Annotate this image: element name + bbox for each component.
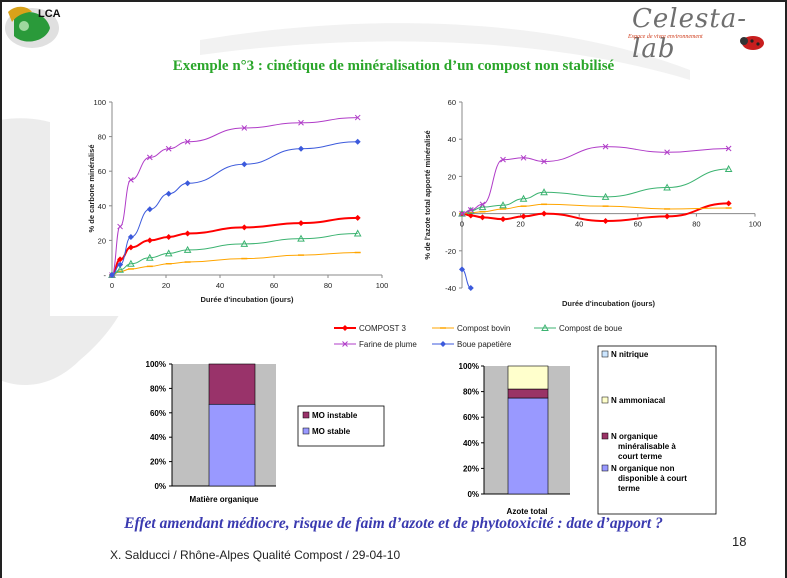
y-tick-label: 20 bbox=[448, 172, 456, 181]
x-tick-label: 100 bbox=[749, 220, 762, 229]
slide-border-left bbox=[0, 0, 2, 578]
x-tick-label: 40 bbox=[216, 281, 224, 290]
slide-title: Exemple n°3 : cinétique de minéralisatio… bbox=[0, 58, 787, 75]
legend-swatch bbox=[303, 412, 309, 418]
chart-azote-total: 0% 20% 40% 60% 80% 100% Azote total N nitrique N… bbox=[440, 342, 720, 520]
brand-tagline: Espace de vivre environnement bbox=[628, 34, 703, 40]
chart-carbone-mineralise: - 20 40 60 80 100 0 20 40 60 80 100 Durée d'incubati… bbox=[50, 90, 398, 316]
y-tick-label: 40% bbox=[463, 439, 479, 448]
y-axis-label: % de carbone minéralisé bbox=[87, 145, 96, 233]
x-tick-label: 20 bbox=[162, 281, 170, 290]
x-tick-label: 80 bbox=[692, 220, 700, 229]
y-tick-label: 0% bbox=[154, 482, 166, 491]
x-tick-label: 60 bbox=[634, 220, 642, 229]
y-tick-label: -20 bbox=[445, 247, 456, 256]
chart-azote-mineralise: -40 -20 0 20 40 60 0 20 40 60 80 100 Durée d'incubat… bbox=[410, 90, 782, 316]
category-label: Matière organique bbox=[190, 495, 259, 504]
legend-label: Compost de boue bbox=[559, 324, 623, 333]
stacked-bar-segment bbox=[209, 404, 255, 486]
logo-text: LCA bbox=[38, 8, 61, 20]
y-tick-label: 20% bbox=[463, 464, 479, 473]
x-tick-label: 20 bbox=[516, 220, 524, 229]
conclusion-caption: Effet amendant médiocre, risque de faim … bbox=[0, 515, 787, 533]
x-tick-label: 100 bbox=[376, 281, 389, 290]
y-tick-label: 60% bbox=[463, 413, 479, 422]
y-tick-label: 100% bbox=[146, 360, 166, 369]
legend-swatch bbox=[602, 397, 608, 403]
legend-marker bbox=[342, 325, 348, 331]
x-tick-label: 60 bbox=[270, 281, 278, 290]
y-tick-label: 20 bbox=[98, 236, 106, 245]
y-tick-label: 80% bbox=[150, 384, 166, 393]
legend-swatch bbox=[303, 428, 309, 434]
x-tick-label: 40 bbox=[575, 220, 583, 229]
legend-swatch bbox=[602, 433, 608, 439]
y-tick-label: 40% bbox=[150, 433, 166, 442]
y-tick-label: 100% bbox=[459, 362, 479, 371]
legend-label: COMPOST 3 bbox=[359, 324, 407, 333]
y-axis-label: % de l'azote total apporté minéralisé bbox=[423, 130, 432, 259]
y-tick-label: 0 bbox=[452, 210, 456, 219]
y-tick-label: 40 bbox=[448, 135, 456, 144]
y-tick-label: 0% bbox=[467, 490, 479, 499]
x-tick-label: 0 bbox=[110, 281, 114, 290]
y-tick-label: 20% bbox=[150, 458, 166, 467]
legend-label: N nitrique bbox=[611, 350, 649, 359]
legend-label: Farine de plume bbox=[359, 340, 417, 349]
stacked-bar-segment bbox=[209, 364, 255, 404]
stacked-bar-segment bbox=[508, 398, 548, 494]
y-tick-label: 80% bbox=[463, 388, 479, 397]
x-tick-label: 80 bbox=[324, 281, 332, 290]
y-tick-label: 60% bbox=[150, 409, 166, 418]
stacked-bar-segment bbox=[508, 389, 548, 398]
legend-swatch bbox=[602, 465, 608, 471]
chart-matiere-organique: 0% 20% 40% 60% 80% 100% Matière organique MO in… bbox=[112, 354, 392, 514]
y-tick-label: 60 bbox=[98, 167, 106, 176]
legend-label: MO instable bbox=[312, 411, 358, 420]
x-axis-label: Durée d'incubation (jours) bbox=[200, 295, 294, 304]
legend-label: Compost bovin bbox=[457, 324, 510, 333]
y-tick-label: -40 bbox=[445, 284, 456, 293]
x-axis-label: Durée d'incubation (jours) bbox=[562, 299, 656, 308]
legend-label: MO stable bbox=[312, 427, 351, 436]
y-tick-label: 60 bbox=[448, 98, 456, 107]
legend-label: N ammoniacal bbox=[611, 396, 665, 405]
legend-swatch bbox=[602, 351, 608, 357]
page-number: 18 bbox=[732, 534, 746, 549]
y-tick-label: 100 bbox=[93, 98, 106, 107]
legend-box bbox=[598, 346, 716, 514]
x-tick-label: 0 bbox=[460, 220, 464, 229]
y-tick-label: 80 bbox=[98, 133, 106, 142]
stacked-bar-segment bbox=[508, 366, 548, 389]
y-tick-label: 40 bbox=[98, 202, 106, 211]
ladybug-icon bbox=[738, 32, 768, 52]
footer-credit: X. Salducci / Rhône-Alpes Qualité Compos… bbox=[110, 548, 400, 562]
slide-border-top bbox=[0, 0, 787, 2]
